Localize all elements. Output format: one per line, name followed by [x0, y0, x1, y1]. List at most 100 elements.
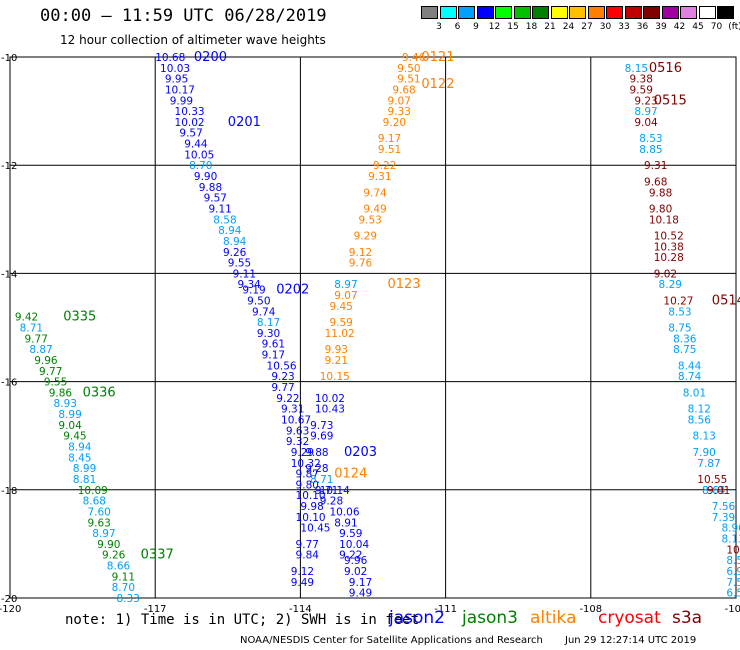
- wave-height-value: 9.19: [242, 285, 265, 297]
- wave-height-value: 9.88: [199, 182, 222, 194]
- wave-height-value: 9.74: [252, 306, 276, 318]
- pass-time-label: 0514: [712, 293, 740, 308]
- pass-time-label: 0203: [344, 445, 377, 460]
- wave-height-value: 9.51: [378, 144, 401, 156]
- color-scale-swatch: [661, 6, 679, 19]
- wave-height-value: 10.10: [296, 512, 326, 524]
- color-scale-label: 36: [636, 22, 649, 32]
- x-tick-label: -105: [725, 604, 740, 615]
- wave-height-value: 8.53: [668, 306, 691, 318]
- wave-height-value: 10.17: [165, 84, 195, 96]
- wave-height-value: 9.45: [63, 431, 86, 443]
- wave-height-value: 9.61: [262, 339, 285, 351]
- pass-time-label: 0336: [83, 385, 116, 400]
- y-tick-label: -18: [1, 486, 17, 497]
- wave-height-value: 9.76: [349, 258, 373, 270]
- y-tick-label: -16: [1, 378, 17, 389]
- color-scale-swatch: [587, 6, 605, 19]
- wave-height-value: 9.59: [339, 528, 362, 540]
- wave-height-value: 8.36: [673, 333, 697, 345]
- wave-height-value: 9.26: [223, 247, 247, 259]
- pass-time-label: 0516: [649, 61, 682, 76]
- wave-height-value: 8.85: [639, 144, 662, 156]
- wave-height-value: 9.45: [329, 301, 352, 313]
- wave-height-value: 9.11: [208, 203, 231, 215]
- wave-height-value: 9.90: [97, 539, 120, 551]
- color-scale-swatch: [421, 6, 438, 19]
- wave-height-value: 10.03: [160, 63, 190, 75]
- wave-height-value: 9.28: [320, 496, 343, 508]
- wave-height-value: 8.70: [112, 582, 135, 594]
- wave-height-value: 8.5: [726, 555, 740, 567]
- x-tick-label: -111: [434, 604, 457, 615]
- wave-height-value: 8.87: [29, 344, 52, 356]
- wave-height-value: 9.42: [15, 312, 38, 324]
- wave-height-value: 9.31: [368, 171, 391, 183]
- wave-height-value: 9.11: [233, 268, 256, 280]
- wave-height-value: 10.52: [654, 231, 684, 243]
- wave-height-value: 9.28: [305, 463, 328, 475]
- wave-height-value: 9.26: [102, 550, 126, 562]
- wave-height-value: 8.70: [189, 160, 212, 172]
- color-scale-label: 12: [488, 22, 501, 32]
- pass-time-label: 0335: [63, 310, 96, 325]
- wave-height-value: 8.99: [58, 409, 81, 421]
- wave-height-value: 9.57: [204, 193, 227, 205]
- pass-time-label: 0122: [421, 77, 454, 92]
- wave-height-value: 10.27: [663, 295, 693, 307]
- pass-time-label: 0202: [276, 283, 309, 298]
- wave-height-value: 9.46: [402, 52, 426, 64]
- y-tick-label: -14: [1, 269, 17, 280]
- wave-height-value: 9.50: [247, 295, 270, 307]
- page-subtitle: 12 hour collection of altimeter wave hei…: [60, 33, 326, 47]
- wave-height-value: 8.68: [83, 496, 106, 508]
- wave-height-value: 10.38: [654, 241, 684, 253]
- pass-time-label: 0200: [194, 50, 227, 65]
- wave-height-value: 9.04: [634, 117, 658, 129]
- pass-time-label: 0123: [388, 277, 421, 292]
- color-scale-label: 39: [655, 22, 667, 32]
- x-tick-label: -114: [289, 604, 312, 615]
- wave-height-value: 7.56: [712, 501, 736, 513]
- wave-height-value: 9.11: [112, 571, 135, 583]
- color-scale-label: 6: [454, 22, 461, 32]
- wave-height-value: 8.64: [702, 485, 726, 497]
- wave-height-value: 8.13: [721, 533, 740, 545]
- wave-height-value: 8.74: [678, 371, 702, 383]
- color-scale-swatch: [643, 6, 660, 19]
- wave-height-value: 10.10: [296, 490, 326, 502]
- wave-height-value: 8.17: [257, 317, 280, 329]
- color-scale-label: 30: [599, 22, 612, 32]
- x-tick-label: -108: [579, 604, 602, 615]
- wave-height-value: 8.96: [721, 523, 740, 535]
- color-scale-label: 45: [692, 22, 704, 32]
- wave-height-value: 9.88: [305, 447, 328, 459]
- wave-height-value: 10.05: [184, 149, 214, 161]
- wave-height-value: 8.99: [73, 463, 96, 475]
- wave-height-value: 9.34: [237, 279, 261, 291]
- wave-height-value: 9.30: [257, 328, 280, 340]
- wave-height-value: 8.45: [68, 452, 91, 464]
- wave-height-value: 9.84: [296, 550, 320, 562]
- wave-height-value: 8.71: [20, 323, 43, 335]
- wave-height-value: 8.94: [218, 225, 242, 237]
- wave-height-value: 9.88: [649, 187, 672, 199]
- color-scale-swatch: [624, 6, 642, 19]
- wave-height-value: 9.53: [358, 214, 381, 226]
- map-frame: [9, 56, 737, 599]
- wave-height-value: 9.02: [344, 566, 367, 578]
- wave-height-value: 8.33: [116, 593, 139, 605]
- wave-height-value: 10.14: [320, 485, 350, 497]
- wave-height-value: 10.43: [315, 404, 345, 416]
- wave-height-value: 9.49: [349, 588, 372, 600]
- legend-jason3: jason3: [462, 608, 518, 628]
- wave-height-value: 9.17: [262, 350, 285, 362]
- wave-height-value: 9.95: [165, 74, 188, 86]
- wave-height-value: 8.12: [688, 404, 711, 416]
- wave-height-value: 8.71: [310, 474, 333, 486]
- legend-cryosat: cryosat: [598, 608, 661, 628]
- wave-height-value: 9.68: [392, 84, 415, 96]
- wave-height-value: 9.77: [25, 333, 48, 345]
- wave-height-value: 10: [726, 544, 739, 556]
